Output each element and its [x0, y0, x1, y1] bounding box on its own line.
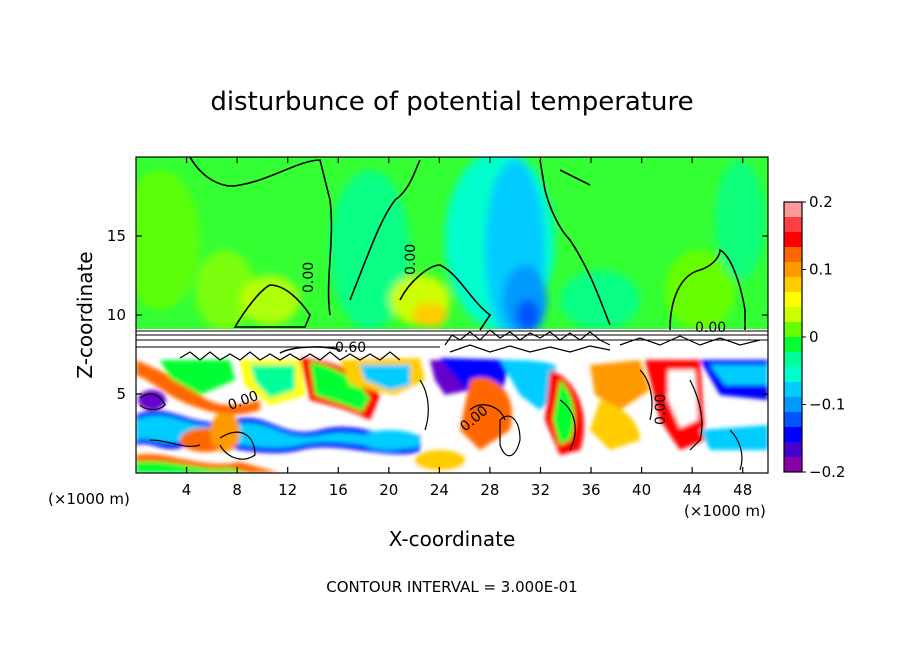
x-tick-label: 16 [329, 481, 348, 499]
colorbar-swatch [784, 202, 802, 218]
x-tick-label: 28 [480, 481, 499, 499]
x-tick-label: 20 [379, 481, 398, 499]
contour-label: 0.00 [653, 394, 669, 425]
y-tick-label: 10 [107, 306, 126, 324]
colorbar-swatch [784, 457, 802, 473]
colorbar-swatch [784, 247, 802, 263]
x-tick-label: 4 [182, 481, 192, 499]
x-tick-label: 12 [278, 481, 297, 499]
colorbar-tick-label: 0 [809, 328, 819, 346]
contour-interval-note: CONTOUR INTERVAL = 3.000E-01 [326, 578, 577, 596]
colorbar-swatch [784, 442, 802, 458]
contour-label: 0.60 [335, 340, 366, 356]
colorbar-swatch [784, 292, 802, 308]
x-tick-label: 40 [632, 481, 651, 499]
heatmap-field [136, 157, 768, 473]
x-axis-ticks: 4 8 12 16 20 24 28 32 36 40 44 48 [182, 157, 752, 499]
colorbar-tick-label: 0.2 [809, 193, 833, 211]
colorbar-swatch [784, 337, 802, 353]
x-tick-label: 24 [430, 481, 449, 499]
colorbar-swatch [784, 322, 802, 338]
x-axis-label: X-coordinate [389, 527, 516, 551]
x-tick-label: 36 [581, 481, 600, 499]
colorbar-swatch [784, 277, 802, 293]
colorbar [783, 201, 803, 473]
colorbar-swatch [784, 397, 802, 413]
x-unit-right: (×1000 m) [684, 502, 766, 520]
colorbar-swatch [784, 382, 802, 398]
colorbar-swatch [784, 217, 802, 233]
colorbar-swatch [784, 412, 802, 428]
y-tick-label: 5 [116, 385, 126, 403]
colorbar-tick-label: −0.1 [809, 396, 845, 414]
x-tick-label: 48 [733, 481, 752, 499]
y-axis-label: Z-coordinate [73, 251, 97, 378]
contour-lines [189, 157, 746, 354]
y-axis-ticks: 5 10 15 [107, 227, 768, 403]
colorbar-swatch [784, 352, 802, 368]
y-tick-label: 15 [107, 227, 126, 245]
contour-label: 0.00 [403, 244, 419, 275]
colorbar-swatch [784, 367, 802, 383]
colorbar-tick-label: −0.2 [809, 463, 845, 481]
contour-label: 0.00 [301, 262, 317, 293]
x-unit-left: (×1000 m) [48, 490, 130, 508]
colorbar-swatch [784, 232, 802, 248]
colorbar-swatch [784, 427, 802, 443]
chart-title: disturbunce of potential temperature [210, 87, 693, 117]
contour-band [139, 329, 761, 471]
colorbar-swatch [784, 262, 802, 278]
x-tick-label: 44 [683, 481, 702, 499]
colorbar-tick-label: 0.1 [809, 261, 833, 279]
contour-label: 0.00 [695, 320, 726, 336]
x-tick-label: 32 [531, 481, 550, 499]
x-tick-label: 8 [232, 481, 242, 499]
colorbar-ticks: 0.2 0.1 0 −0.1 −0.2 [802, 193, 845, 481]
colorbar-swatch [784, 307, 802, 323]
